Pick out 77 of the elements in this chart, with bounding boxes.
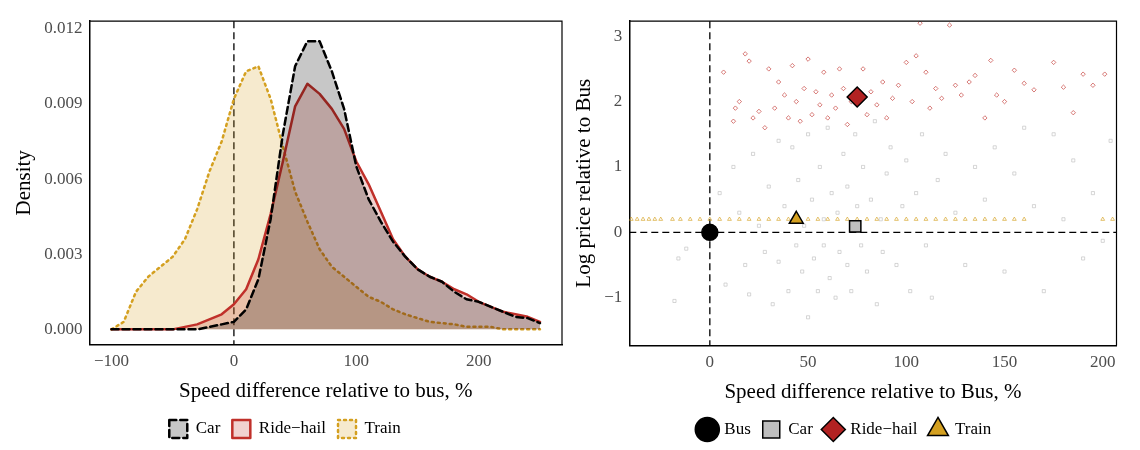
point [1021,216,1027,221]
point [766,216,772,221]
point [903,216,909,221]
x-axis-title: Speed difference relative to Bus, % [724,378,1022,403]
y-tick-label: 3 [613,25,623,45]
legend-label: Car [195,418,221,438]
point [670,216,675,221]
legend-label: Train [954,418,992,438]
point [874,216,880,221]
x-tick-label: 0 [229,351,239,371]
point [1002,216,1007,221]
y-tick-label: 0.012 [44,18,83,38]
point [786,216,791,221]
point [646,216,652,221]
legend-label: Car [788,418,814,438]
x-tick-label: 100 [343,351,370,371]
point [727,216,732,221]
point [835,216,840,221]
x-tick-label: 150 [991,352,1018,372]
point [953,216,958,221]
point [746,216,752,221]
point [992,216,997,221]
y-tick-label: 1 [613,156,623,176]
x-tick-label: 0 [705,352,715,372]
point [737,216,742,221]
point [815,216,821,221]
point [701,223,719,242]
point [884,216,889,221]
point [707,216,713,221]
point [776,216,781,221]
point [864,216,870,221]
x-axis-title: Speed difference relative to bus, % [178,377,473,402]
point [756,216,762,221]
point [913,216,919,221]
point [1100,216,1106,221]
y-tick-label: 0.009 [44,93,83,113]
point [982,216,988,221]
point [846,86,868,108]
point [717,216,722,221]
point [848,220,862,233]
point [805,216,811,221]
y-axis-title: Density [11,149,36,216]
point [972,216,978,221]
y-axis-title: Log price relative to Bus [571,78,596,288]
y-tick-label: 0.003 [44,243,83,263]
legend-label: Bus [724,418,751,438]
point [1110,216,1115,221]
point [894,216,899,221]
point [788,210,804,224]
x-tick-label: 200 [466,351,492,371]
point [678,216,683,221]
point [933,216,939,221]
x-tick-label: 200 [1090,352,1116,372]
point [943,216,948,221]
x-tick-label: 50 [799,352,817,372]
y-tick-label: −1 [604,287,623,307]
point [652,216,658,221]
y-tick-label: 0.006 [44,168,83,188]
point [923,216,929,221]
point [640,216,646,221]
y-tick-label: 0.000 [44,318,83,338]
x-tick-label: 100 [893,352,920,372]
point [658,216,664,221]
point [687,216,693,221]
point [845,216,850,221]
point [962,216,968,221]
legend-label: Ride−hail [850,418,918,438]
point [1012,216,1017,221]
legend-label: Train [364,418,402,438]
point [825,216,831,221]
legend-label: Ride−hail [258,418,327,438]
y-tick-label: 0 [613,221,623,241]
x-tick-label: −100 [93,351,130,371]
point [634,216,640,221]
y-tick-label: 2 [613,91,623,111]
point [697,216,703,221]
point [629,216,634,221]
